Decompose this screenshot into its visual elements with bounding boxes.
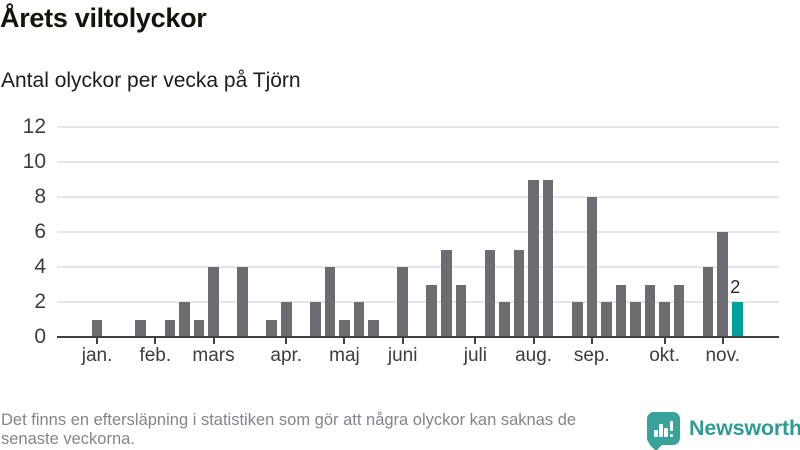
logo-exclamation-dot-icon xyxy=(669,433,673,437)
x-axis-label: maj xyxy=(329,345,360,366)
bar xyxy=(310,302,321,337)
newsworthy-speech-bubble-chart-icon xyxy=(647,412,680,450)
gridline xyxy=(57,231,779,233)
gridline xyxy=(57,196,779,198)
bar xyxy=(673,284,685,337)
x-axis-label: apr. xyxy=(270,345,303,366)
bar xyxy=(164,319,176,337)
y-axis-label: 10 xyxy=(22,150,46,173)
bar xyxy=(659,302,670,337)
x-axis-tick xyxy=(154,338,157,344)
bar xyxy=(513,249,525,337)
bar xyxy=(615,284,627,337)
y-axis-label: 4 xyxy=(34,255,46,278)
logo-exclamation-icon xyxy=(669,420,673,431)
page-title: Årets viltolyckor xyxy=(0,3,207,33)
chart-subtitle: Antal olyckor per vecka på Tjörn xyxy=(1,69,301,92)
footnote-line-1: Det finns en eftersläpning i statistiken… xyxy=(1,411,577,429)
bar xyxy=(601,302,612,337)
y-axis-label: 8 xyxy=(34,185,46,208)
y-axis-label: 12 xyxy=(22,115,46,138)
x-axis-tick xyxy=(663,338,666,344)
bar xyxy=(353,302,365,337)
x-axis-tick xyxy=(721,338,724,344)
bar xyxy=(542,179,554,337)
bar xyxy=(644,284,656,337)
highlight-bar xyxy=(732,302,743,337)
x-axis-label: okt. xyxy=(649,345,680,366)
bar xyxy=(91,319,103,337)
newsworthy-wordmark: Newsworthy xyxy=(689,416,800,440)
gridline xyxy=(57,266,779,268)
x-axis-tick xyxy=(343,338,346,344)
x-axis-label: jan. xyxy=(81,345,113,366)
bar xyxy=(484,249,496,337)
bar xyxy=(455,284,467,337)
bar xyxy=(426,284,438,337)
bar xyxy=(571,302,583,337)
logo-bar-icon xyxy=(659,424,663,437)
logo-bar-icon xyxy=(664,427,668,437)
x-axis-tick xyxy=(96,338,99,344)
footnote-line-2: senaste veckorna. xyxy=(1,429,135,448)
bar xyxy=(441,249,452,337)
bar xyxy=(717,232,729,337)
bar xyxy=(237,267,248,337)
x-axis-label: mars xyxy=(192,345,235,366)
x-axis-label: juli xyxy=(463,345,487,366)
bar xyxy=(193,319,205,337)
bar xyxy=(208,267,219,337)
bar xyxy=(586,197,598,337)
bar xyxy=(397,267,408,337)
y-axis-label: 2 xyxy=(34,290,46,313)
bar-value-label: 2 xyxy=(730,277,741,297)
x-axis-tick xyxy=(212,338,215,344)
y-axis-label: 0 xyxy=(34,325,46,348)
x-axis-label: juni xyxy=(387,345,418,366)
bar xyxy=(528,179,539,337)
newsworthy-logo: Newsworthy xyxy=(647,412,800,450)
bar xyxy=(135,319,147,337)
logo-bar-icon xyxy=(654,430,658,437)
y-axis-label: 6 xyxy=(34,220,46,243)
x-axis-label: nov. xyxy=(705,345,740,366)
bar xyxy=(324,267,336,337)
x-axis-label: aug. xyxy=(515,345,553,366)
gridline xyxy=(57,301,779,303)
bar xyxy=(339,319,350,337)
x-axis-tick xyxy=(474,338,477,344)
x-axis-label: sep. xyxy=(573,345,610,366)
x-axis-line xyxy=(57,336,779,338)
x-axis-tick xyxy=(590,338,593,344)
gridline xyxy=(57,161,779,163)
bar xyxy=(630,302,641,337)
bar xyxy=(702,267,714,337)
x-axis-label: feb. xyxy=(139,345,172,366)
gridline xyxy=(57,126,779,128)
x-axis-tick xyxy=(401,338,404,344)
bar xyxy=(368,319,379,337)
bar xyxy=(179,302,190,337)
x-axis-tick xyxy=(285,338,288,344)
bar xyxy=(266,319,277,337)
x-axis-tick xyxy=(532,338,535,344)
bar xyxy=(499,302,510,337)
bar xyxy=(280,302,292,337)
footnote: Det finns en eftersläpning i statistiken… xyxy=(1,411,576,448)
